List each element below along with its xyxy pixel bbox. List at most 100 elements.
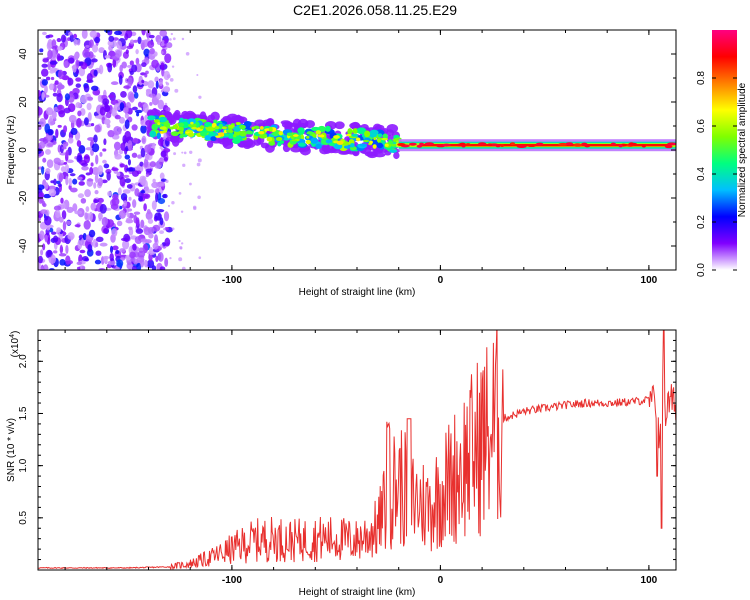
noise-blob <box>65 150 69 158</box>
signal-blob <box>204 121 213 128</box>
noise-blob <box>46 227 51 231</box>
signal-blob <box>258 134 268 139</box>
signal-blob <box>233 125 241 132</box>
noise-blob <box>87 137 95 141</box>
noise-blob <box>109 245 114 254</box>
noise-blob <box>181 151 184 154</box>
noise-blob <box>97 197 104 203</box>
x-tick-label: 0 <box>438 275 444 286</box>
signal-blob-halo <box>222 115 232 122</box>
noise-blob <box>74 224 81 228</box>
signal-blob-core <box>376 138 382 143</box>
noise-blob <box>87 111 92 122</box>
noise-blob <box>53 205 62 211</box>
signal-blob-core <box>214 126 220 130</box>
noise-blob <box>125 102 131 109</box>
noise-blob <box>118 74 123 85</box>
noise-blob <box>103 138 107 146</box>
signal-blob <box>378 133 383 138</box>
noise-blob <box>72 203 78 212</box>
signal-blob <box>343 145 352 149</box>
noise-blob <box>169 78 174 82</box>
noise-blob <box>90 202 97 211</box>
signal-blob <box>389 149 398 153</box>
signal-line-blob <box>500 144 505 148</box>
noise-blob <box>57 183 62 187</box>
signal-blob <box>253 125 260 130</box>
noise-blob <box>181 37 185 41</box>
noise-blob <box>98 267 106 270</box>
noise-blob <box>58 173 63 183</box>
noise-blob <box>124 130 132 141</box>
noise-blob <box>67 77 74 86</box>
noise-blob <box>95 154 99 165</box>
signal-blob-core <box>333 135 340 139</box>
noise-blob <box>129 39 135 45</box>
noise-blob <box>149 161 156 168</box>
signal-blob-core <box>177 131 184 134</box>
noise-blob <box>124 112 129 119</box>
noise-blob <box>122 107 129 114</box>
noise-blob <box>116 172 121 177</box>
noise-blob <box>94 124 101 133</box>
signal-blob <box>298 142 306 147</box>
noise-blob <box>111 167 119 171</box>
noise-blob <box>164 102 168 106</box>
noise-blob <box>57 124 62 128</box>
noise-blob <box>65 175 69 186</box>
noise-blob <box>59 244 63 255</box>
noise-blob <box>70 187 78 193</box>
noise-blob <box>47 39 53 49</box>
noise-blob <box>61 146 67 150</box>
noise-blob <box>111 228 118 237</box>
noise-blob <box>59 152 67 156</box>
noise-blob <box>42 157 47 163</box>
signal-blob-halo <box>304 120 316 129</box>
noise-blob <box>114 153 122 160</box>
signal-blob-core <box>266 136 273 142</box>
noise-blob <box>45 168 51 174</box>
noise-blob <box>46 159 54 168</box>
noise-blob <box>41 79 48 86</box>
noise-blob <box>110 81 119 86</box>
noise-blob <box>67 137 74 144</box>
signal-line-blob <box>535 142 544 146</box>
noise-blob <box>79 249 86 254</box>
noise-blob <box>58 216 64 223</box>
noise-blob <box>49 70 55 74</box>
signal-blob <box>364 130 371 138</box>
noise-blob <box>151 181 160 189</box>
noise-blob <box>160 136 164 147</box>
noise-blob <box>131 265 137 270</box>
noise-blob <box>174 88 179 93</box>
y-multiplier-label: (x104) <box>9 331 21 358</box>
noise-blob <box>147 40 155 49</box>
signal-blob-halo <box>162 110 172 117</box>
noise-blob <box>99 242 108 247</box>
noise-blob <box>161 148 164 151</box>
noise-blob <box>55 128 59 139</box>
noise-blob <box>142 193 151 200</box>
signal-blob-halo <box>299 122 307 129</box>
noise-blob <box>117 187 122 196</box>
noise-blob <box>103 163 110 169</box>
noise-blob <box>131 152 138 158</box>
signal-line-blob <box>526 144 537 148</box>
signal-line-blob <box>408 142 417 146</box>
noise-blob <box>152 242 159 250</box>
noise-blob <box>56 227 62 233</box>
noise-blob <box>151 59 159 69</box>
noise-blob <box>38 255 43 264</box>
signal-blob-core <box>191 126 198 130</box>
signal-blob <box>235 121 241 126</box>
noise-blob <box>84 212 88 220</box>
noise-blob <box>60 159 64 164</box>
noise-blob <box>135 228 144 234</box>
noise-blob <box>160 62 165 71</box>
noise-blob <box>127 158 131 166</box>
noise-blob <box>157 252 164 262</box>
noise-blob <box>102 98 110 106</box>
noise-blob <box>142 243 149 254</box>
signal-blob <box>350 143 355 148</box>
noise-blob <box>41 165 45 175</box>
